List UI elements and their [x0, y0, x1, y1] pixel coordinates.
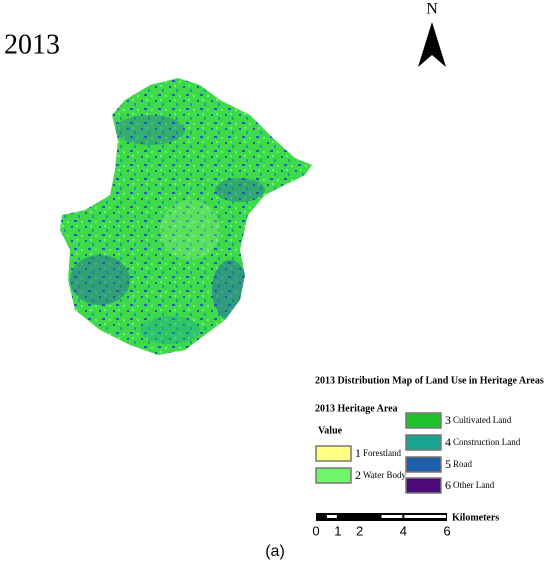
legend-label: Cultivated Land — [453, 415, 512, 425]
scale-tick-label: 0 — [312, 523, 319, 538]
legend-label: Road — [453, 459, 472, 469]
north-label: N — [426, 1, 438, 18]
scale-segment — [338, 515, 359, 518]
legend-number: 1 — [355, 446, 361, 460]
scale-unit: Kilometers — [452, 512, 499, 523]
legend-label: Construction Land — [453, 437, 521, 447]
scale-tick-label: 1 — [334, 523, 341, 538]
land-use-map — [60, 78, 312, 355]
legend-label: Water Body — [363, 470, 407, 480]
legend-title: 2013 Distribution Map of Land Use in Her… — [315, 375, 544, 386]
legend-swatch — [405, 412, 442, 429]
legend-number: 5 — [445, 457, 451, 471]
scale-tick-label: 2 — [356, 523, 363, 538]
legend-label: Other Land — [453, 480, 495, 490]
legend-label: Forestland — [363, 448, 401, 458]
legend-swatch — [315, 467, 352, 484]
scale-segment — [404, 515, 446, 518]
scale-segment — [326, 515, 337, 518]
legend-number: 3 — [445, 413, 451, 427]
legend-number: 4 — [445, 435, 451, 449]
scale-tick-label: 6 — [443, 523, 450, 538]
north-arrow — [418, 22, 446, 67]
legend-number: 6 — [445, 478, 451, 492]
caption: (a) — [265, 543, 285, 560]
legend-swatch — [405, 434, 442, 451]
scale-tick-label: 4 — [400, 523, 407, 538]
legend-swatch — [315, 445, 352, 462]
legend-subtitle: 2013 Heritage Area — [315, 403, 398, 414]
scale-segment — [381, 515, 403, 518]
year-title: 2013 — [4, 29, 60, 60]
legend-number: 2 — [355, 468, 361, 482]
legend-swatch — [405, 456, 442, 473]
legend-value-heading: Value — [318, 425, 343, 436]
legend-swatch — [405, 477, 442, 494]
